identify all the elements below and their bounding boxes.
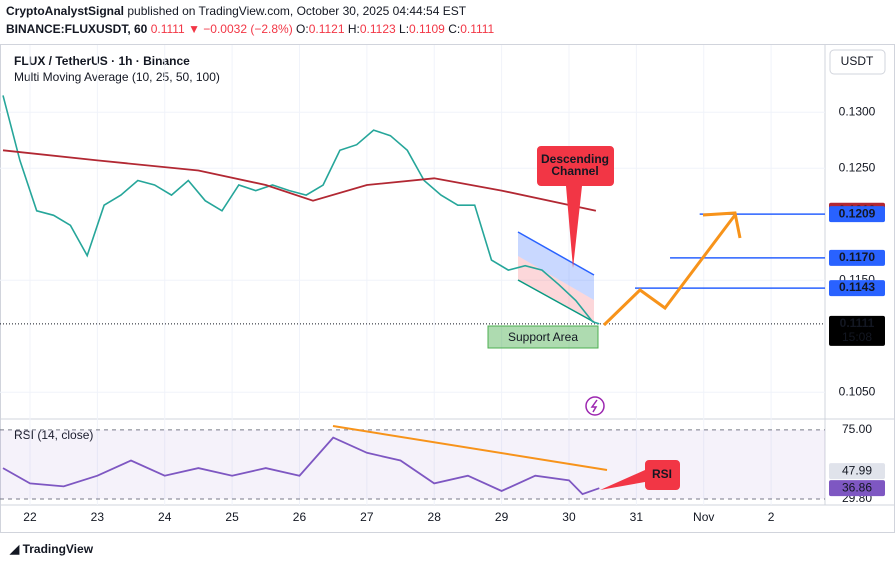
series-line [2,149,597,212]
rsi-trendline [332,425,608,471]
support-box [487,325,599,349]
channel-lower [518,256,594,322]
ohlc-value: 0.1123 [360,22,396,36]
rsi-title: RSI (14, close) [14,428,93,442]
price-badge-label: 0.1143 [839,280,875,294]
price-badge [829,280,885,297]
event-icon-bolt [590,399,598,413]
series-line [2,95,600,325]
ohlc-value: 0.1111 [460,22,494,36]
y-tick-label: 75.00 [842,422,872,436]
x-tick-label: 25 [225,510,239,524]
rsi-badge-label: 47.99 [842,463,872,477]
ohlc-key: H: [348,22,360,36]
chart-title: FLUX / TetherUS · 1h · Binance [14,54,190,68]
rsi-band [0,429,825,499]
projection-path [602,214,737,327]
x-tick-label: 29 [495,510,509,524]
channel-top [517,231,595,276]
price-badge [829,249,885,266]
published: published on TradingView.com, October 30… [127,4,466,18]
x-tick-label: 22 [23,510,37,524]
price-badge-label: 0.1209 [839,206,876,220]
rsi-callout-text: RSI [652,467,672,481]
footer-text: TradingView [23,542,94,556]
ohlc-key: O: [296,22,309,36]
price-badge [829,206,885,223]
projection-head [702,211,742,239]
ohlc-key: C: [448,22,460,36]
symbol: BINANCE:FLUXUSDT, 60 [6,22,148,36]
price-badge-label: 0.1170 [839,250,875,264]
series-line [2,436,600,496]
x-tick-label: 2 [768,510,775,524]
rsi-badge [829,480,885,497]
channel-bottom [517,279,595,323]
change: ▼ −0.0032 (−2.8%) [188,22,293,36]
channel-upper [518,232,594,300]
chart-subtitle: Multi Moving Average (10, 25, 50, 100) [14,70,220,84]
x-tick-label: 27 [360,510,374,524]
header-line-2: BINANCE:FLUXUSDT, 60 0.1111 ▼ −0.0032 (−… [6,22,495,36]
callout [537,146,614,268]
x-tick-label: 23 [91,510,105,524]
y-tick-label: 0.1250 [839,160,876,174]
y-tick-label: 0.1050 [839,384,876,398]
callout-text: Channel [551,164,598,178]
callout-text: Descending [541,152,609,166]
ohlc-value: 0.1121 [309,22,345,36]
x-tick-label: 26 [293,510,307,524]
header-line-1: CryptoAnalystSignal published on Trading… [6,4,467,18]
logo-mark: ◢ [9,542,23,556]
ohlc-key: L: [399,22,409,36]
footer-logo: ◢ TradingView [9,542,94,556]
x-tick-label: 28 [428,510,442,524]
price-badge [829,315,885,346]
y-tick-label: 0.1300 [839,104,876,118]
price-badge-label: 0.1111 [840,316,875,330]
currency: USDT [841,54,874,68]
rsi-badge [829,463,885,480]
x-tick-label: 24 [158,510,172,524]
x-tick-label: Nov [693,510,714,524]
event-icon[interactable] [585,396,605,416]
ohlc-value: 0.1109 [409,22,445,36]
last: 0.1111 [151,22,185,36]
author: CryptoAnalystSignal [6,4,124,18]
x-tick-label: 31 [630,510,644,524]
rsi-callout [600,460,680,490]
countdown: 15:08 [842,330,872,344]
rsi-badge-label: 36.86 [842,480,872,494]
support-label: Support Area [508,330,578,344]
x-tick-label: 30 [562,510,576,524]
currency-button[interactable] [829,49,886,75]
